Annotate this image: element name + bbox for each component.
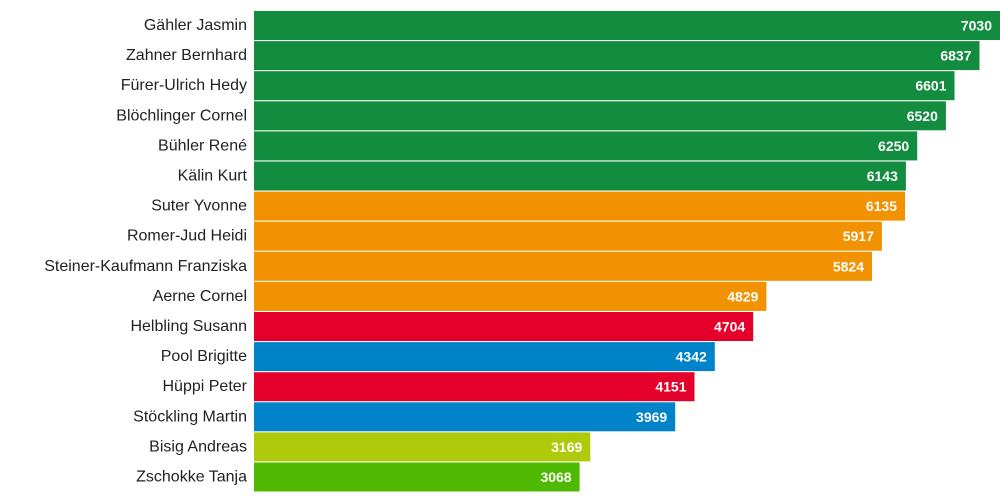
bar [254,101,946,131]
bar [254,41,980,71]
category-label: Stöckling Martin [133,408,247,425]
value-label: 6135 [866,198,897,214]
value-label: 6837 [940,48,971,64]
category-label: Helbling Susann [130,318,247,335]
value-label: 7030 [961,18,992,34]
bar [254,432,591,462]
bars-layer [254,11,1000,492]
bar [254,312,754,341]
category-label: Fürer-Ulrich Hedy [121,77,247,94]
bar [254,191,905,221]
bar [254,11,1000,40]
value-label: 5917 [843,228,874,244]
bar [254,372,695,402]
category-labels: Gähler Jasmin Zahner Bernhard Fürer-Ulrich… [44,17,247,486]
value-label: 6143 [867,168,898,184]
value-label: 5824 [833,258,864,274]
value-label: 3169 [551,439,582,455]
bar [254,161,906,191]
value-label: 6250 [878,138,909,154]
bar [254,402,676,432]
bar [254,221,882,251]
bar [254,342,715,372]
value-label: 4342 [676,349,707,365]
category-label: Zschokke Tanja [136,469,247,486]
value-label: 3068 [540,469,571,485]
value-labels: 7030 6837 6601 6520 6250 6143 6135 5917 5824 4829… [540,18,992,486]
bar [254,251,872,281]
category-label: Pool Brigitte [161,348,247,365]
bar [254,462,580,492]
category-label: Kälin Kurt [178,168,248,185]
category-label: Blöchlinger Cornel [116,107,247,124]
value-label: 4151 [655,379,686,395]
category-label: Gähler Jasmin [144,17,247,34]
category-label: Hüppi Peter [163,378,248,395]
value-label: 6601 [915,78,946,94]
bar [254,71,955,101]
bar [254,281,767,311]
category-label: Aerne Cornel [153,288,247,305]
value-label: 4829 [727,288,758,304]
value-label: 4704 [714,319,745,335]
category-label: Romer-Jud Heidi [127,228,247,245]
category-label: Suter Yvonne [151,198,247,215]
category-label: Steiner-Kaufmann Franziska [44,258,247,275]
bar [254,131,918,161]
category-label: Bisig Andreas [149,438,247,455]
category-label: Zahner Bernhard [126,47,247,64]
value-label: 6520 [907,108,938,124]
value-label: 3969 [636,409,667,425]
category-label: Bühler René [158,137,247,154]
